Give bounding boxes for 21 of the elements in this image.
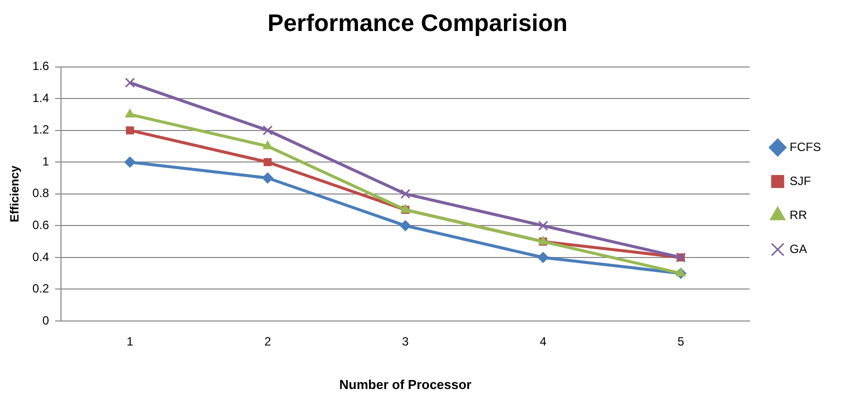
y-tick-label: 0 xyxy=(42,313,50,328)
x-axis-title: Number of Processor xyxy=(339,376,472,392)
x-tick-label: 2 xyxy=(264,334,272,349)
legend-label: RR xyxy=(790,208,808,222)
y-tick-label: 0.4 xyxy=(32,250,50,264)
y-tick-label: 0.2 xyxy=(32,282,50,296)
legend-label: GA xyxy=(790,242,808,256)
x-tick-label: 1 xyxy=(126,334,134,349)
y-tick-label: 1.2 xyxy=(32,122,50,137)
x-tick-label: 4 xyxy=(540,334,547,349)
y-tick-label: 0.6 xyxy=(32,218,50,232)
y-axis-title: Efficiency xyxy=(8,165,22,222)
chart-title: Performance Comparision xyxy=(267,10,568,38)
x-tick-label: 3 xyxy=(402,334,410,349)
legend-label: SJF xyxy=(790,174,812,188)
x-tick-label: 5 xyxy=(677,334,684,349)
y-tick-label: 0.8 xyxy=(32,186,50,200)
legend-label: FCFS xyxy=(790,140,822,154)
y-tick-label: 1 xyxy=(42,154,50,168)
y-tick-label: 1.4 xyxy=(32,90,50,105)
y-tick-label: 1.6 xyxy=(32,59,50,74)
